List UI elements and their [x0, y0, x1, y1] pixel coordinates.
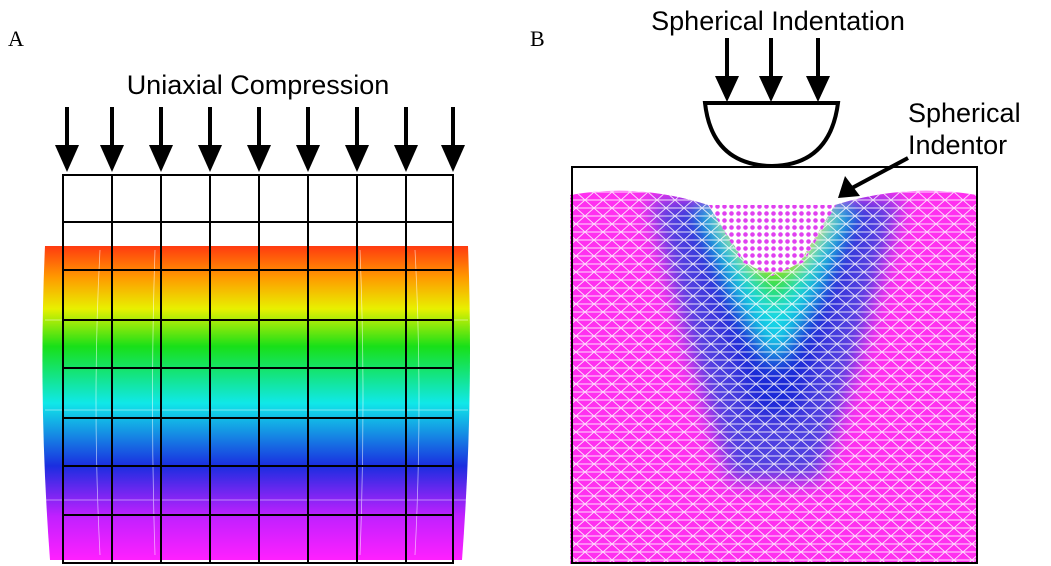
annotation-arrow: [838, 156, 909, 198]
arrow: [345, 107, 369, 172]
arrow: [100, 107, 124, 172]
annotation: Indentor: [908, 130, 1007, 160]
indentation-block: Spherical Indentor: [570, 38, 1021, 564]
panel-title: Uniaxial Compression: [127, 70, 390, 100]
original-grid: [62, 174, 454, 564]
load-arrows: [55, 107, 465, 172]
contact-region: [709, 205, 836, 276]
arrow: [759, 38, 783, 102]
panel-title: Spherical Indentation: [651, 6, 905, 36]
arrow: [394, 107, 418, 172]
arrow: [55, 107, 79, 172]
arrow: [806, 38, 830, 102]
arrow: [198, 107, 222, 172]
indentor: [702, 101, 841, 169]
arrow: [715, 38, 739, 102]
load-arrows: [715, 38, 830, 102]
arrow: [296, 107, 320, 172]
stress-field: [42, 246, 470, 560]
annotation: Spherical: [908, 98, 1021, 128]
compressed-block: [42, 107, 470, 564]
panel-label: B: [530, 26, 545, 51]
arrow: [149, 107, 173, 172]
panel-label: A: [8, 26, 24, 51]
arrow: [441, 107, 465, 172]
arrow: [247, 107, 271, 172]
